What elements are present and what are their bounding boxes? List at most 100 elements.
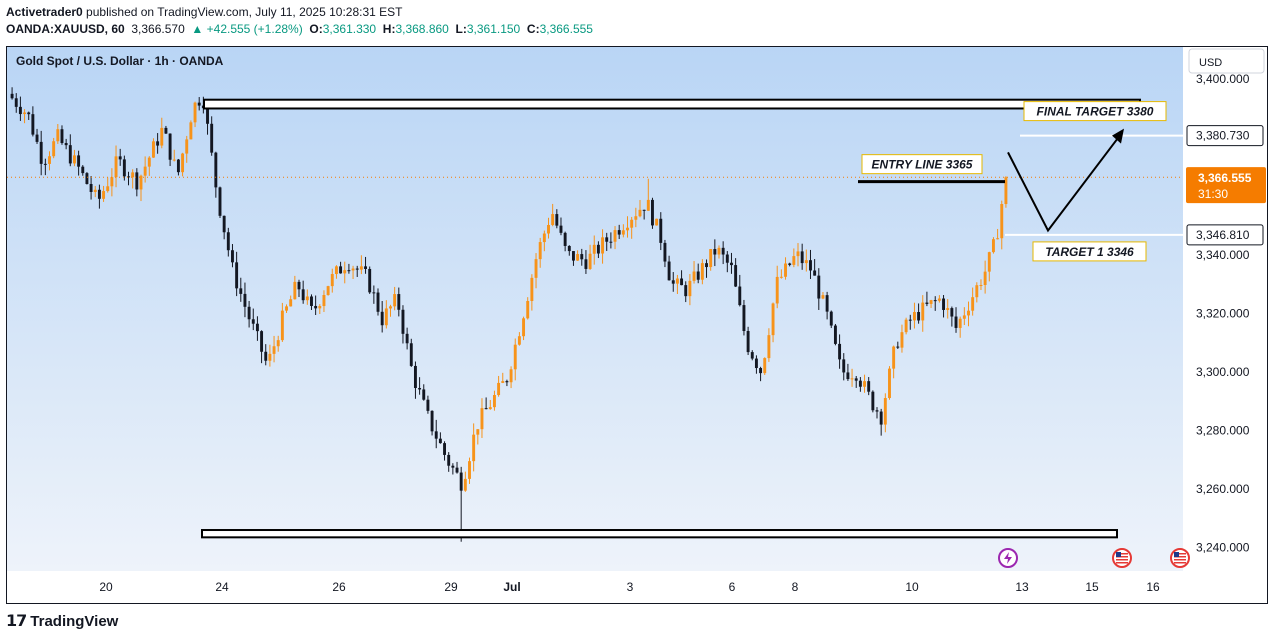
candle-body <box>987 252 991 272</box>
us-flag-icon[interactable] <box>1112 548 1132 568</box>
candle-body <box>771 303 775 336</box>
candle-body <box>135 172 139 190</box>
flag-canton <box>1116 552 1121 557</box>
candle-body <box>842 359 846 373</box>
price-axis[interactable]: 3,400.000 3,380.730 3,366.555 31:30 3,346.81… <box>1186 72 1266 555</box>
candle-body <box>243 293 247 307</box>
candle-body <box>497 382 501 396</box>
candle-body <box>567 245 571 252</box>
candle-body <box>833 325 837 344</box>
candle-body <box>829 311 833 326</box>
low-label: L: <box>455 22 467 36</box>
candle-body <box>950 308 954 317</box>
y-tick-label: 3,340.000 <box>1196 248 1250 262</box>
entry-label-box <box>861 154 983 175</box>
final-target-label[interactable]: FINAL TARGET 3380 <box>1023 101 1167 122</box>
projection-path[interactable] <box>1007 132 1123 233</box>
candle-body <box>18 106 22 115</box>
candle-body <box>247 306 251 320</box>
candle-body <box>846 372 850 380</box>
candle-body <box>634 216 638 220</box>
publisher-name[interactable]: Activetrader0 <box>6 5 83 19</box>
candle-body <box>651 199 654 226</box>
candle-body <box>646 199 650 211</box>
symbol-label[interactable]: OANDA:XAUUSD, 60 <box>6 22 125 36</box>
open-value: 3,361.330 <box>322 22 377 36</box>
candle-body <box>459 472 463 491</box>
candle-body <box>501 381 505 383</box>
candle-body <box>351 268 355 271</box>
candle-body <box>838 343 842 360</box>
candle-body <box>251 319 255 324</box>
candle-body <box>401 309 405 334</box>
support-zone[interactable] <box>201 529 1118 539</box>
candle-body <box>260 331 264 352</box>
candle-body <box>659 218 663 243</box>
high-label: H: <box>382 22 396 36</box>
candle-body <box>742 305 746 332</box>
candle-body <box>156 141 160 146</box>
candle-body <box>730 262 733 266</box>
candle-body <box>813 270 817 276</box>
candle-body <box>339 266 343 274</box>
time-axis[interactable]: 20 24 26 29 Jul 3 6 8 10 13 15 16 <box>99 548 1190 594</box>
candle-body <box>601 237 605 254</box>
candle-body <box>235 262 239 289</box>
x-tick-label: 8 <box>792 580 799 594</box>
currency-label: USD <box>1199 57 1222 69</box>
candle-body <box>430 410 434 432</box>
candle-body <box>231 250 234 263</box>
candle-body <box>784 263 787 277</box>
candle-body <box>596 244 600 254</box>
candle-body <box>297 281 301 290</box>
currency-button[interactable]: USD <box>1188 48 1265 74</box>
candle-body <box>962 315 966 319</box>
candle-body <box>77 155 81 167</box>
final-target-label-box <box>1023 101 1167 122</box>
candle-body <box>871 391 875 411</box>
candle-body <box>792 256 796 265</box>
candle-body <box>380 311 384 326</box>
candle-body <box>93 189 97 192</box>
candle-body <box>921 302 925 321</box>
tradingview-footer[interactable]: 𝟭𝟳 TradingView <box>6 611 118 631</box>
candle-body <box>555 214 559 226</box>
entry-label[interactable]: ENTRY LINE 3365 <box>861 154 983 175</box>
candle-body <box>102 191 106 199</box>
candle-body <box>983 271 987 285</box>
candle-body <box>48 156 51 164</box>
us-flag-icon[interactable] <box>1170 548 1190 568</box>
candle-body <box>592 244 596 254</box>
candle-body <box>563 232 567 246</box>
candle-body <box>322 295 326 307</box>
drawings-layer: ENTRY LINE 3365 FINAL TARGET 3380 TARGET 1… <box>7 98 1183 539</box>
y-tick-label: 3,400.000 <box>1196 72 1250 86</box>
candle-body <box>305 296 309 301</box>
candle-body <box>817 275 821 299</box>
candle-body <box>218 187 222 216</box>
candle-body <box>1004 177 1008 205</box>
close-label: C: <box>526 22 540 36</box>
candle-body <box>255 323 259 332</box>
x-tick-label: 29 <box>444 580 458 594</box>
candle-body <box>226 232 230 251</box>
final-target-label-text: FINAL TARGET 3380 <box>1037 105 1154 119</box>
candle-body <box>867 381 871 392</box>
candle-body <box>418 387 422 390</box>
resistance-zone[interactable] <box>203 98 1141 110</box>
y-tick-label: 3,240.000 <box>1196 541 1250 555</box>
candle-body <box>472 434 476 462</box>
ohlc-legend: OANDA:XAUUSD, 60 3,366.570 ▲ +42.555 (+1… <box>6 22 593 36</box>
target-1-label[interactable]: TARGET 1 3346 <box>1032 241 1147 262</box>
candle-body <box>372 292 376 294</box>
candle-body <box>763 358 767 374</box>
candle-body <box>721 247 725 255</box>
candle-body <box>426 399 430 411</box>
candle-body <box>359 266 363 270</box>
candle-body <box>355 268 359 270</box>
candle-body <box>368 268 372 293</box>
candle-body <box>858 380 862 387</box>
candle-body <box>492 395 496 408</box>
candle-body <box>409 343 413 366</box>
